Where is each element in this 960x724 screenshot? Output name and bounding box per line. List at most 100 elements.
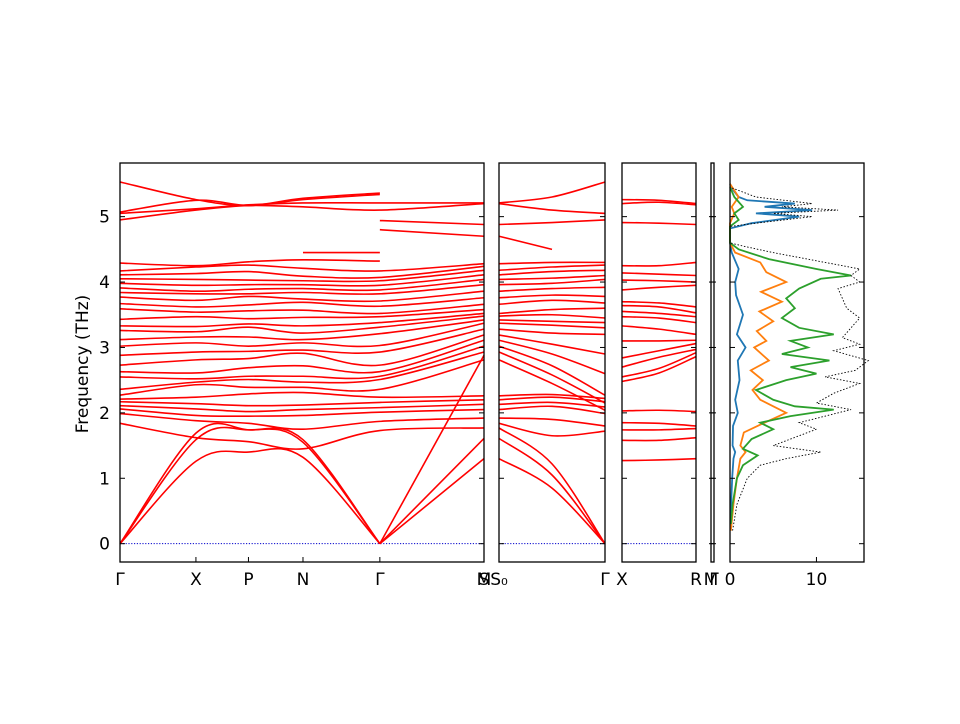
panel2-bands [498,181,606,545]
dos-frame [729,162,865,563]
phonon-branch [119,408,485,418]
y-tick-label: 0 [99,535,110,555]
phonon-branch [621,304,697,314]
phonon-branch [498,274,606,281]
phonon-branch [119,334,485,367]
phonon-branch [119,319,485,341]
phonon-branch [119,296,485,308]
phonon-branch [498,437,606,545]
phonon-branch [621,279,697,283]
phonon-branch [498,334,606,355]
phonon-branch [119,447,381,545]
phonon-branch [621,261,697,267]
panel1-xtick-label: X [190,570,202,590]
phonon-branch [621,457,697,462]
panel1-xtick-label: P [243,570,253,590]
phonon-branch [379,354,485,545]
phonon-branch [119,351,485,391]
panel4-xtick-label: M [704,570,719,590]
panel1-xtick-label: M [477,570,492,590]
phonon-branch [621,421,697,427]
phonon-branch [621,284,697,291]
phonon-branch [119,422,381,545]
phonon-branch [119,259,380,267]
phonon-branch [498,322,606,329]
panel1-frame [119,162,485,563]
panel4-frame [710,162,715,563]
phonon-branch [119,308,485,321]
phonon-branch [498,313,606,319]
panel3-xtick-label: R [690,570,702,590]
phonon-branch [119,339,485,374]
phonon-branch [119,359,485,396]
phonon-branch [498,339,606,375]
phonon-branch [379,219,485,226]
dos-curves [729,183,870,531]
phonon-branch [119,315,485,334]
phonon-branch [119,283,485,295]
phonon-branch [621,272,697,277]
phonon-branch [498,417,606,427]
dos-xtick-label: 10 [806,570,828,590]
phonon-branch [621,325,697,336]
phonon-branch [498,286,606,292]
y-tick-label: 5 [99,208,110,228]
phonon-branch [621,427,697,431]
phonon-branch [621,355,697,383]
y-axis-label: Frequency (THz) [73,295,93,434]
panel1-xtick-label: N [297,570,310,590]
phonon-branch [498,181,606,204]
phonon-branch [498,401,606,408]
phonon-branch [119,391,485,400]
phonon-branch [119,322,485,348]
phonon-branch [119,303,485,315]
phonon-branch [498,359,606,411]
phonon-branch [498,319,606,324]
phonon-branch [119,398,485,407]
phonon-branch [498,269,606,276]
phonon-branch [498,235,553,251]
dos-series [729,183,813,531]
dos-xtick-label: 0 [725,570,736,590]
phonon-branch [379,228,485,238]
phonon-branch [498,351,606,404]
phonon-branch [379,458,485,545]
panel2-frame [498,162,606,563]
dos-series [729,186,870,531]
phonon-branch [498,299,606,306]
panel1-bands [119,181,485,545]
phonon-branch [621,198,697,205]
phonon-branch [498,219,606,226]
phonon-branch [119,290,485,303]
phonon-branch [498,328,606,336]
phonon-branch [621,409,697,413]
phonon-branch [621,351,697,378]
phonon-branch [119,312,485,328]
phonon-branch [119,181,380,207]
phonon-branch [119,274,485,287]
phonon-branch [498,261,606,265]
y-tick-label: 3 [99,338,110,358]
phonon-branch [119,269,485,283]
phonon-branch [621,300,697,308]
phonon-branch [498,405,606,415]
y-tick-label: 2 [99,404,110,424]
phonon-branch [379,437,485,545]
phonon-branch [498,396,606,403]
phonon-branch [621,315,697,324]
phonon-branch [621,339,697,342]
panel1-xtick-label: S [479,570,490,590]
y-tick-label: 1 [99,469,110,489]
phonon-branch [621,436,697,442]
phonon-branch [498,457,606,545]
phonon-branch [119,262,485,272]
phonon-branch [119,201,484,215]
dos-series [729,186,852,525]
phonon-branch [498,427,606,545]
panel4-xtick-label: Γ [709,570,719,590]
panel2-xtick-label: Γ [600,570,610,590]
panel3-frame [621,162,697,563]
phonon-branch [119,202,485,221]
